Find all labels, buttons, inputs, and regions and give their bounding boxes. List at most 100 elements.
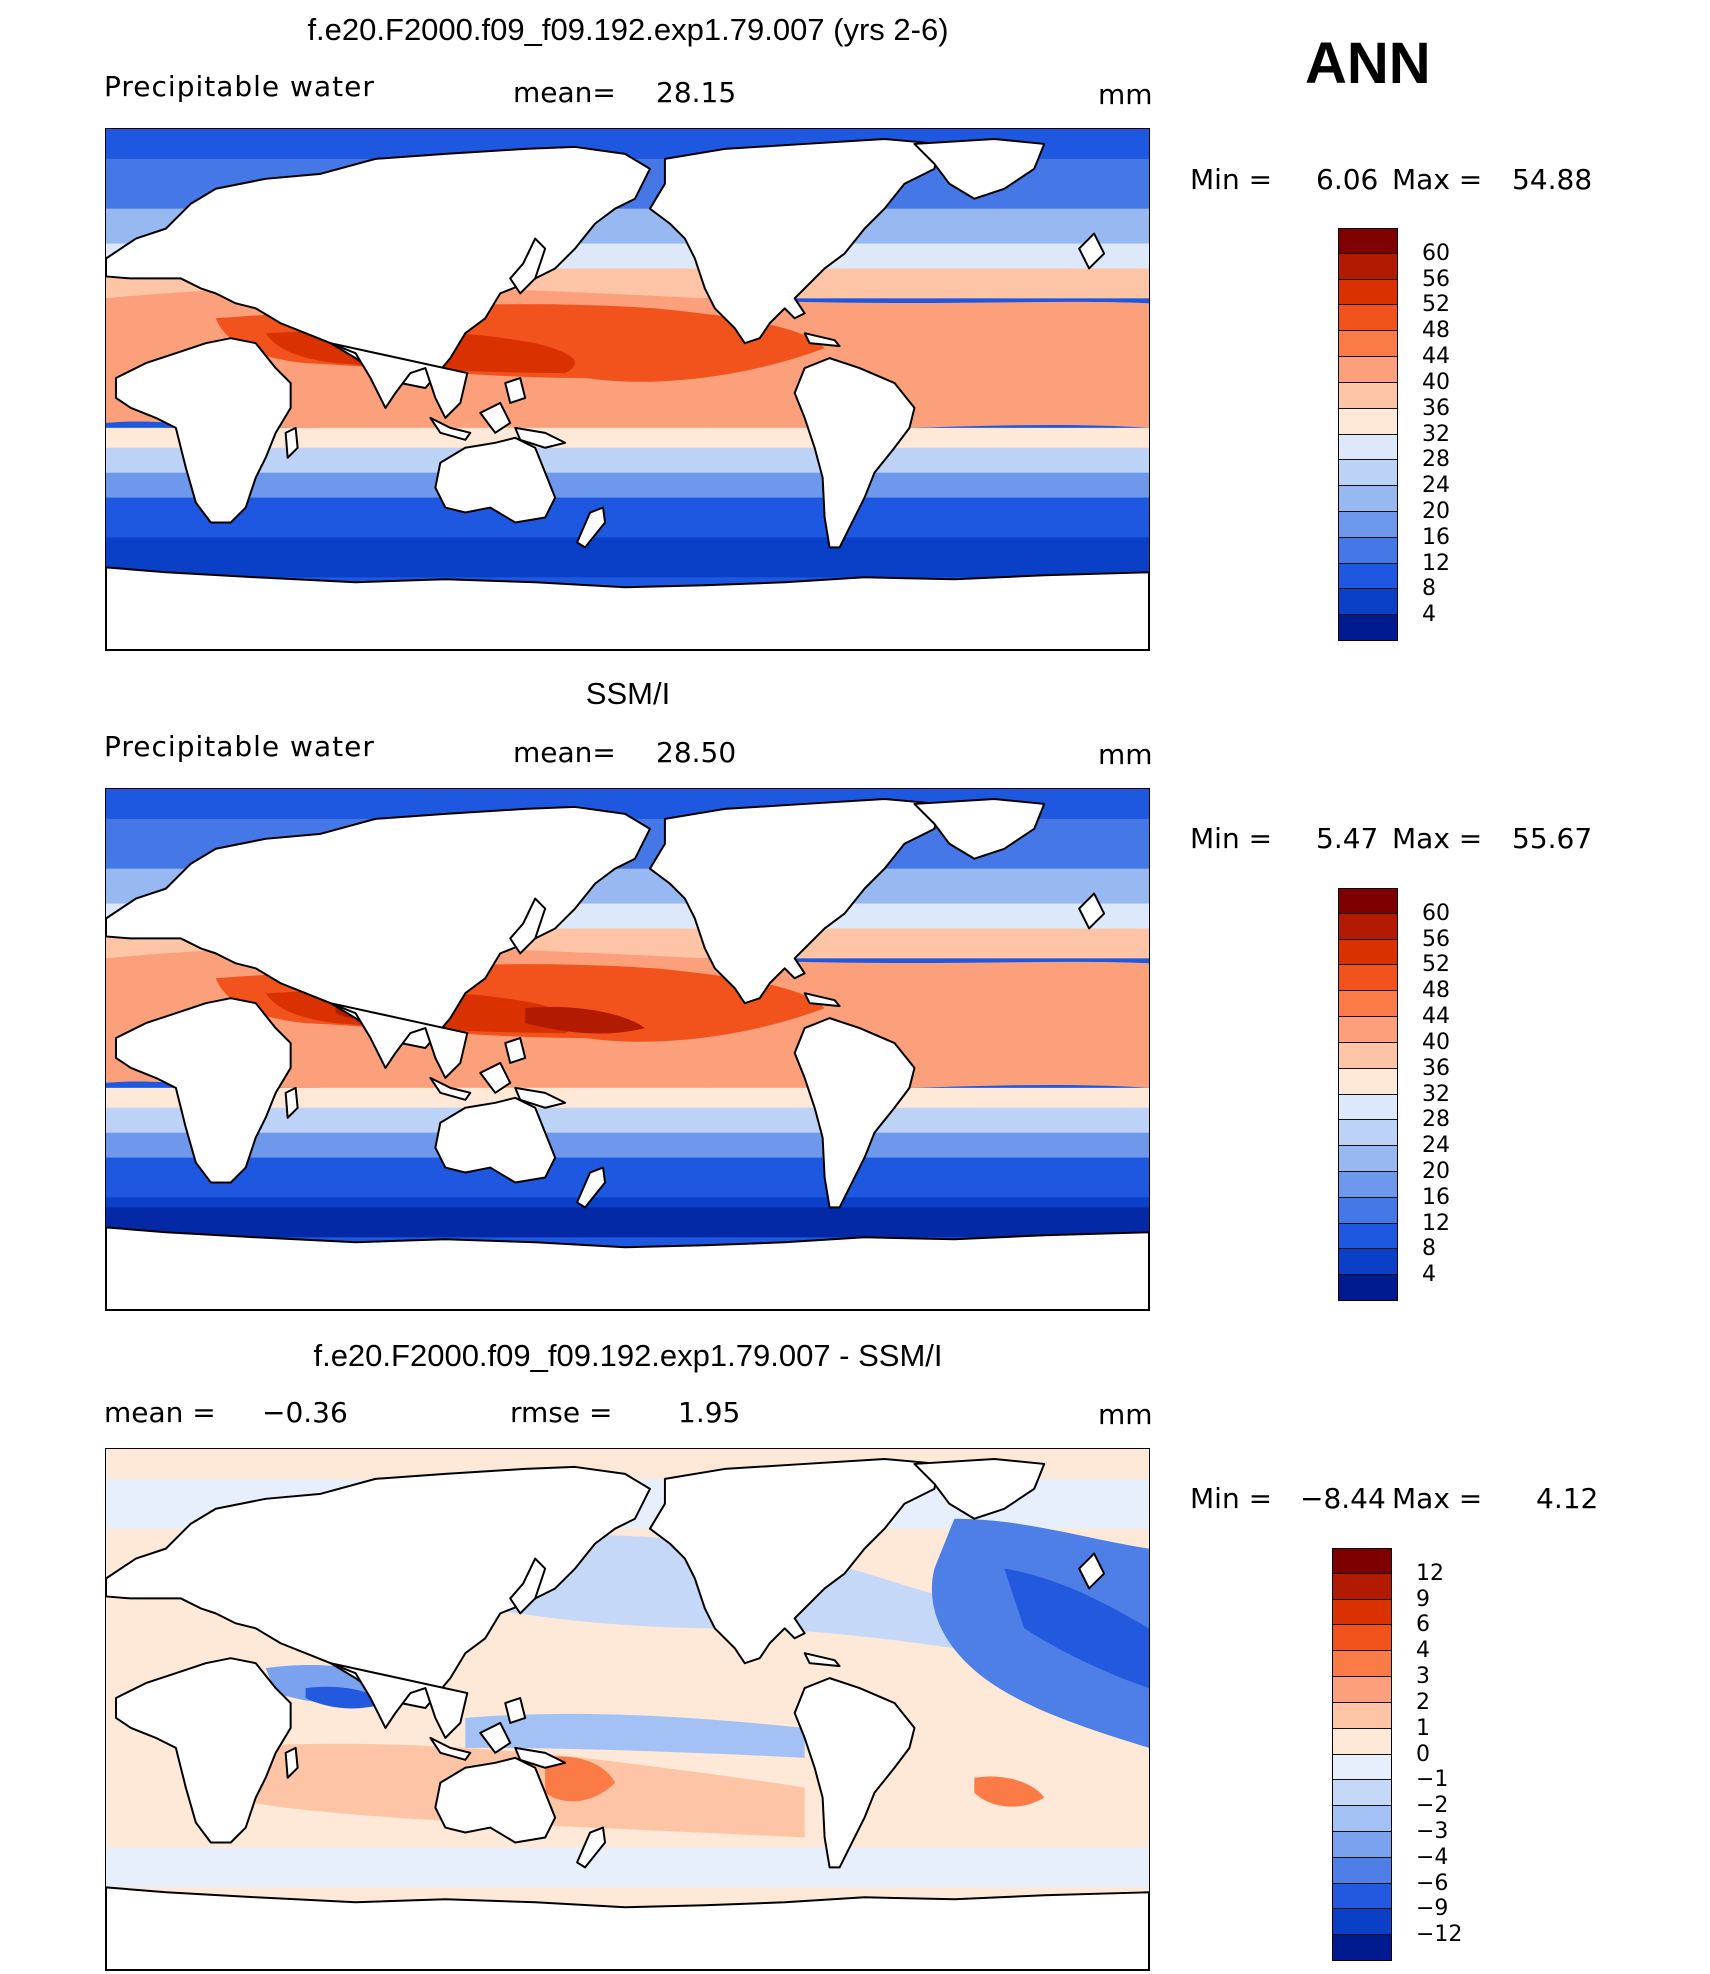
- panel-1-min-value: 6.06: [1316, 163, 1379, 196]
- colorbar-tick-label: 8: [1422, 576, 1436, 602]
- colorbar-swatch: [1338, 1094, 1398, 1121]
- colorbar-swatch: [1332, 1806, 1392, 1832]
- panel-1-variable: Precipitable water: [104, 70, 375, 103]
- colorbar-tick-label: 3: [1416, 1664, 1430, 1690]
- colorbar-tick-label: 0: [1416, 1741, 1430, 1767]
- panel-3-mean-label: mean =: [104, 1396, 216, 1429]
- colorbar-tick-label: 44: [1422, 344, 1450, 370]
- colorbar-swatch: [1338, 1068, 1398, 1095]
- colorbar-swatch: [1338, 965, 1398, 992]
- colorbar-swatch: [1332, 1702, 1392, 1729]
- colorbar-tick-label: 20: [1422, 498, 1450, 524]
- colorbar-tick-label: 12: [1422, 1210, 1450, 1236]
- colorbar-swatch: [1338, 1017, 1398, 1043]
- colorbar-swatch: [1332, 1573, 1392, 1600]
- colorbar-tick-label: 48: [1422, 978, 1450, 1004]
- colorbar-swatch: [1332, 1677, 1392, 1703]
- colorbar-tick-label: 4: [1422, 602, 1436, 628]
- panel-3-max-value: 4.12: [1536, 1482, 1599, 1515]
- panel-3-mean-value: −0.36: [262, 1396, 348, 1429]
- panel-3-map: [105, 1448, 1150, 1971]
- colorbar-swatch: [1338, 888, 1398, 914]
- colorbar-swatch: [1332, 1754, 1392, 1781]
- colorbar-tick-label: 32: [1422, 1081, 1450, 1107]
- panel-3-min-value: −8.44: [1300, 1482, 1386, 1515]
- colorbar-tick-label: 44: [1422, 1004, 1450, 1030]
- panel-2-min-label: Min =: [1190, 822, 1273, 855]
- panel-2-colorbar: [1338, 888, 1398, 1301]
- colorbar-tick-label: −9: [1416, 1896, 1449, 1922]
- colorbar-frame: [1332, 1548, 1392, 1961]
- colorbar-swatch: [1338, 331, 1398, 358]
- colorbar-swatch: [1338, 1120, 1398, 1147]
- colorbar-tick-label: 52: [1422, 292, 1450, 318]
- colorbar-tick-label: 56: [1422, 266, 1450, 292]
- colorbar-tick-label: 8: [1422, 1236, 1436, 1262]
- panel-1-title: f.e20.F2000.f09_f09.192.exp1.79.007 (yrs…: [307, 12, 949, 47]
- colorbar-tick-label: −6: [1416, 1870, 1449, 1896]
- panel-3-units: mm: [1098, 1398, 1153, 1431]
- panel-2-max-value: 55.67: [1512, 822, 1593, 855]
- colorbar-tick-label: 6: [1416, 1612, 1430, 1638]
- colorbar-tick-label: 60: [1422, 240, 1450, 266]
- panel-2-title: SSM/I: [585, 676, 671, 711]
- colorbar-swatch: [1332, 1651, 1392, 1678]
- panel-1-mean-label: mean=: [513, 76, 616, 109]
- colorbar-tick-label: 40: [1422, 1029, 1450, 1055]
- colorbar-tick-label: −3: [1416, 1818, 1449, 1844]
- panel-2-mean-value: 28.50: [656, 736, 737, 769]
- colorbar-swatch: [1332, 1831, 1392, 1858]
- panel-1-colorbar: [1338, 228, 1398, 641]
- colorbar-tick-label: 48: [1422, 318, 1450, 344]
- colorbar-swatch: [1332, 1857, 1392, 1884]
- colorbar-swatch: [1338, 1223, 1398, 1250]
- panel-2-min-value: 5.47: [1316, 822, 1379, 855]
- colorbar-tick-label: 24: [1422, 473, 1450, 499]
- colorbar-swatch: [1338, 991, 1398, 1018]
- colorbar-tick-label: 28: [1422, 1107, 1450, 1133]
- panel-2-map: [105, 788, 1150, 1311]
- panel-1-max-value: 54.88: [1512, 163, 1593, 196]
- panel-1-mean-value: 28.15: [656, 76, 737, 109]
- colorbar-tick-label: −2: [1416, 1793, 1449, 1819]
- colorbar-swatch: [1338, 511, 1398, 538]
- panel-1-units: mm: [1098, 78, 1153, 111]
- colorbar-tick-label: 32: [1422, 421, 1450, 447]
- colorbar-swatch: [1338, 563, 1398, 590]
- panel-2-max-label: Max =: [1392, 822, 1483, 855]
- colorbar-tick-label: 4: [1416, 1638, 1430, 1664]
- colorbar-tick-label: 36: [1422, 1055, 1450, 1081]
- colorbar-tick-label: 52: [1422, 952, 1450, 978]
- colorbar-tick-label: 36: [1422, 395, 1450, 421]
- panel-1-min-label: Min =: [1190, 163, 1273, 196]
- colorbar-swatch: [1338, 615, 1398, 641]
- colorbar-tick-label: −1: [1416, 1767, 1449, 1793]
- colorbar-tick-label: 12: [1422, 550, 1450, 576]
- colorbar-tick-label: 16: [1422, 1184, 1450, 1210]
- colorbar-swatch: [1332, 1883, 1392, 1910]
- colorbar-swatch: [1338, 228, 1398, 254]
- colorbar-swatch: [1338, 1249, 1398, 1276]
- colorbar-swatch: [1338, 913, 1398, 940]
- colorbar-swatch: [1338, 1042, 1398, 1069]
- panel-3-colorbar: [1332, 1548, 1392, 1961]
- colorbar-swatch: [1338, 408, 1398, 435]
- panel-3-rmse-label: rmse =: [510, 1396, 613, 1429]
- colorbar-frame: [1338, 228, 1398, 641]
- colorbar-tick-label: 60: [1422, 900, 1450, 926]
- colorbar-swatch: [1332, 1909, 1392, 1936]
- colorbar-tick-label: 28: [1422, 447, 1450, 473]
- colorbar-swatch: [1338, 1146, 1398, 1172]
- panel-2-variable: Precipitable water: [104, 730, 375, 763]
- colorbar-tick-label: 20: [1422, 1158, 1450, 1184]
- colorbar-tick-label: −12: [1416, 1922, 1463, 1948]
- colorbar-swatch: [1338, 305, 1398, 332]
- colorbar-swatch: [1338, 537, 1398, 564]
- colorbar-swatch: [1338, 1197, 1398, 1224]
- colorbar-swatch: [1332, 1728, 1392, 1755]
- colorbar-tick-label: 12: [1416, 1560, 1444, 1586]
- panel-2-mean-label: mean=: [513, 736, 616, 769]
- colorbar-tick-label: 9: [1416, 1586, 1430, 1612]
- colorbar-tick-label: −4: [1416, 1844, 1449, 1870]
- colorbar-tick-label: 16: [1422, 524, 1450, 550]
